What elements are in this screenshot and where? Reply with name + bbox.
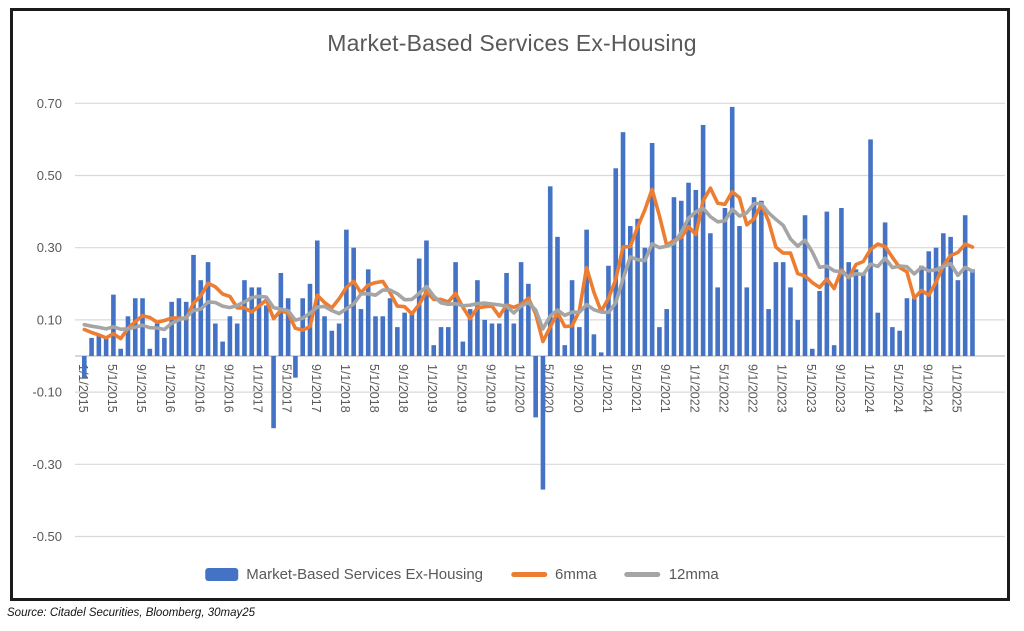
legend-item-6mma: 6mma	[511, 566, 597, 583]
svg-text:1/1/2020: 1/1/2020	[513, 364, 527, 413]
svg-text:5/1/2018: 5/1/2018	[367, 364, 381, 413]
svg-text:-0.30: -0.30	[32, 457, 62, 472]
svg-text:9/1/2018: 9/1/2018	[396, 364, 410, 413]
svg-text:1/1/2018: 1/1/2018	[338, 364, 352, 413]
chart-title: Market-Based Services Ex-Housing	[327, 30, 697, 56]
svg-text:-0.50: -0.50	[32, 529, 62, 544]
legend-12mma-label: 12mma	[668, 566, 719, 583]
svg-text:5/1/2022: 5/1/2022	[716, 364, 730, 413]
legend-item-bars: Market-Based Services Ex-Housing	[205, 566, 483, 583]
svg-text:1/1/2022: 1/1/2022	[687, 364, 701, 413]
chart-legend: Market-Based Services Ex-Housing 6mma 12…	[205, 566, 719, 583]
svg-text:0.70: 0.70	[37, 96, 62, 111]
svg-text:1/1/2019: 1/1/2019	[425, 364, 439, 413]
svg-text:5/1/2017: 5/1/2017	[280, 364, 294, 413]
svg-text:-0.10: -0.10	[32, 385, 62, 400]
svg-text:1/1/2016: 1/1/2016	[163, 364, 177, 413]
svg-text:0.10: 0.10	[37, 312, 62, 327]
legend-6mma-label: 6mma	[555, 566, 597, 583]
svg-text:0.50: 0.50	[37, 168, 62, 183]
svg-text:5/1/2016: 5/1/2016	[192, 364, 206, 413]
line-6mma-swatch-icon	[511, 572, 548, 577]
svg-text:9/1/2024: 9/1/2024	[920, 364, 934, 413]
bar-series-swatch-icon	[205, 568, 239, 581]
svg-text:5/1/2019: 5/1/2019	[454, 364, 468, 413]
svg-text:9/1/2017: 9/1/2017	[309, 364, 323, 413]
svg-text:1/1/2023: 1/1/2023	[775, 364, 789, 413]
svg-text:1/1/2021: 1/1/2021	[600, 364, 614, 413]
svg-text:9/1/2016: 9/1/2016	[221, 364, 235, 413]
svg-text:0.30: 0.30	[37, 240, 62, 255]
svg-text:5/1/2015: 5/1/2015	[105, 364, 119, 413]
svg-text:9/1/2020: 9/1/2020	[571, 364, 585, 413]
svg-text:9/1/2019: 9/1/2019	[483, 364, 497, 413]
legend-bar-label: Market-Based Services Ex-Housing	[246, 566, 484, 583]
svg-text:9/1/2022: 9/1/2022	[746, 364, 760, 413]
line-12mma-swatch-icon	[624, 572, 661, 577]
svg-text:9/1/2015: 9/1/2015	[134, 364, 148, 413]
source-note: Source: Citadel Securities, Bloomberg, 3…	[7, 607, 256, 619]
svg-text:1/1/2025: 1/1/2025	[949, 364, 963, 413]
svg-text:9/1/2023: 9/1/2023	[833, 364, 847, 413]
legend-item-12mma: 12mma	[624, 566, 719, 583]
svg-text:5/1/2023: 5/1/2023	[804, 364, 818, 413]
svg-text:5/1/2021: 5/1/2021	[629, 364, 643, 413]
svg-text:9/1/2021: 9/1/2021	[658, 364, 672, 413]
svg-text:1/1/2017: 1/1/2017	[251, 364, 265, 413]
svg-text:1/1/2024: 1/1/2024	[862, 364, 876, 413]
svg-text:5/1/2024: 5/1/2024	[891, 364, 905, 413]
